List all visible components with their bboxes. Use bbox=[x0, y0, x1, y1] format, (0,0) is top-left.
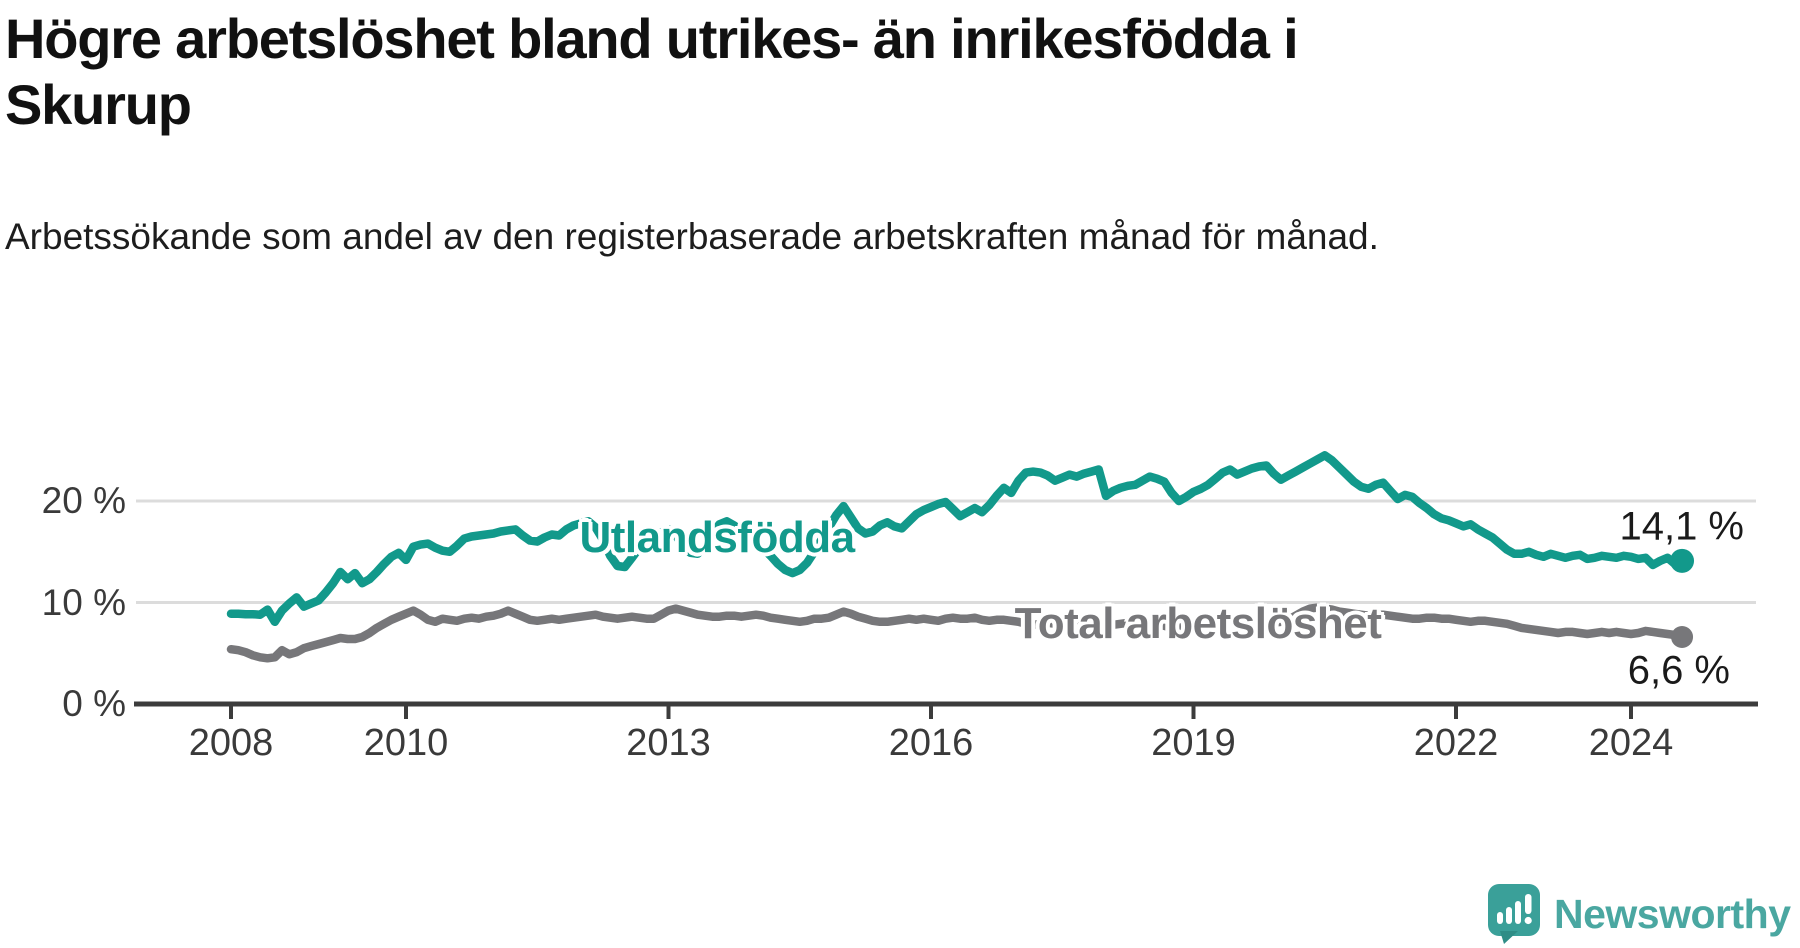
end-value-label-total: 6,6 % bbox=[1627, 648, 1730, 693]
newsworthy-logo-text: Newsworthy bbox=[1554, 890, 1791, 937]
x-tick-label-2010: 2010 bbox=[363, 722, 449, 764]
x-tick-label-2019: 2019 bbox=[1151, 722, 1236, 764]
y-tick-label-20: 20 % bbox=[41, 480, 126, 521]
x-tick-label-2024: 2024 bbox=[1588, 722, 1674, 764]
chart-subtitle: Arbetssökande som andel av den registerb… bbox=[5, 216, 1379, 257]
x-tick-label-2016: 2016 bbox=[888, 722, 974, 764]
series-end-dot-utlandsfodda bbox=[1670, 548, 1695, 573]
series-label-total-arbetsloshet: Total arbetslöshet bbox=[1014, 599, 1382, 648]
newsworthy-logo: Newsworthy bbox=[1488, 884, 1791, 944]
x-tick-label-2008: 2008 bbox=[188, 722, 274, 764]
end-value-label-utlandsfodda: 14,1 % bbox=[1619, 504, 1744, 549]
title-line-1: Högre arbetslöshet bland utrikes- än inr… bbox=[5, 7, 1299, 70]
y-tick-label-0: 0 % bbox=[62, 683, 126, 724]
series-line-total-arbetsloshet bbox=[226, 603, 1687, 663]
title-line-2: Skurup bbox=[5, 72, 192, 136]
x-tick-label-2013: 2013 bbox=[626, 722, 711, 764]
x-tick-label-2022: 2022 bbox=[1413, 722, 1499, 764]
series-line-utlandsfodda bbox=[226, 451, 1687, 627]
series-label-utlandsfodda: Utlandsfödda bbox=[579, 513, 855, 562]
series-end-dot-total-arbetsloshet bbox=[1671, 626, 1694, 649]
page-title: Högre arbetslöshet bland utrikes- än inr… bbox=[5, 6, 1665, 137]
newsworthy-logo-icon bbox=[1488, 884, 1540, 944]
y-tick-label-10: 10 % bbox=[41, 581, 126, 623]
